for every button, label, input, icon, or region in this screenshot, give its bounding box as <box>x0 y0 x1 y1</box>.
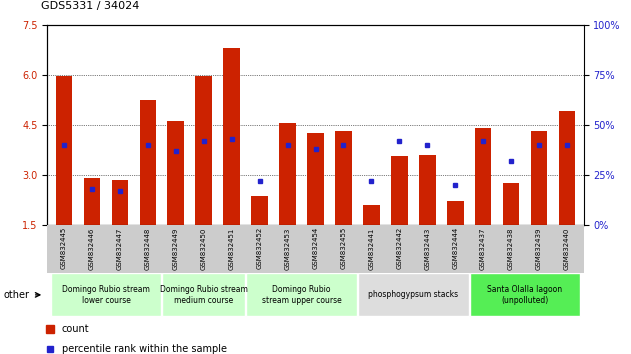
Bar <box>558 112 575 225</box>
Text: GSM832448: GSM832448 <box>145 227 151 269</box>
Text: GSM832452: GSM832452 <box>257 227 262 269</box>
Text: GSM832438: GSM832438 <box>508 227 514 270</box>
Text: percentile rank within the sample: percentile rank within the sample <box>61 344 227 354</box>
Text: GSM832440: GSM832440 <box>564 227 570 269</box>
Text: GDS5331 / 34024: GDS5331 / 34024 <box>41 1 139 11</box>
Bar <box>363 205 380 225</box>
Text: GSM832445: GSM832445 <box>61 227 67 269</box>
Bar <box>56 76 73 225</box>
Bar <box>50 274 162 316</box>
Text: GSM832444: GSM832444 <box>452 227 458 269</box>
Text: count: count <box>61 324 89 334</box>
Bar <box>391 156 408 225</box>
Bar <box>251 196 268 225</box>
Text: GSM832453: GSM832453 <box>285 227 290 269</box>
Bar <box>447 201 464 225</box>
Bar <box>112 180 128 225</box>
Text: GSM832450: GSM832450 <box>201 227 207 269</box>
Text: GSM832446: GSM832446 <box>89 227 95 269</box>
Bar <box>531 131 547 225</box>
Text: GSM832443: GSM832443 <box>424 227 430 269</box>
Bar <box>503 183 519 225</box>
Bar <box>162 274 245 316</box>
Text: GSM832439: GSM832439 <box>536 227 542 270</box>
Text: phosphogypsum stacks: phosphogypsum stacks <box>369 290 458 299</box>
Bar <box>167 121 184 225</box>
Bar <box>223 48 240 225</box>
Bar <box>358 274 469 316</box>
Text: GSM832437: GSM832437 <box>480 227 486 270</box>
Bar <box>335 131 352 225</box>
Text: Domingo Rubio stream
lower course: Domingo Rubio stream lower course <box>62 285 150 305</box>
Bar <box>419 155 435 225</box>
Bar <box>279 123 296 225</box>
Text: GSM832451: GSM832451 <box>228 227 235 269</box>
Text: Santa Olalla lagoon
(unpolluted): Santa Olalla lagoon (unpolluted) <box>488 285 563 305</box>
Text: GSM832454: GSM832454 <box>312 227 319 269</box>
Bar <box>307 133 324 225</box>
Text: GSM832455: GSM832455 <box>341 227 346 269</box>
Text: Domingo Rubio stream
medium course: Domingo Rubio stream medium course <box>160 285 248 305</box>
Text: GSM832441: GSM832441 <box>369 227 374 269</box>
Bar <box>469 274 581 316</box>
Bar <box>246 274 357 316</box>
Text: other: other <box>3 290 29 300</box>
Text: GSM832442: GSM832442 <box>396 227 403 269</box>
Text: GSM832449: GSM832449 <box>173 227 179 269</box>
Bar <box>139 100 156 225</box>
Text: GSM832447: GSM832447 <box>117 227 123 269</box>
Bar <box>196 76 212 225</box>
Bar <box>475 128 492 225</box>
Bar <box>84 178 100 225</box>
Text: Domingo Rubio
stream upper course: Domingo Rubio stream upper course <box>262 285 341 305</box>
